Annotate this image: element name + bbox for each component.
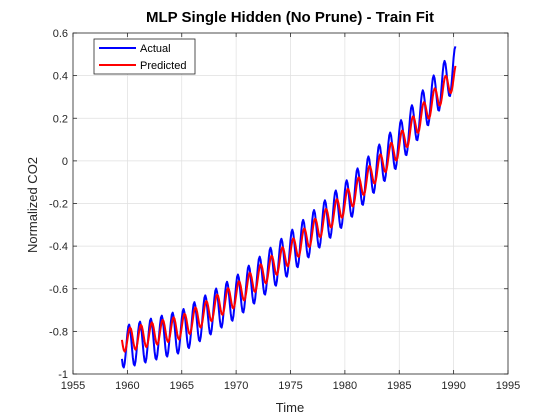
legend: Actual Predicted <box>93 38 196 75</box>
legend-box <box>93 38 196 75</box>
x-tick-label: 1985 <box>387 380 411 392</box>
x-axis-title: Time <box>276 400 304 415</box>
y-tick-label: 0.6 <box>53 28 68 40</box>
x-tick-label: 1970 <box>224 380 248 392</box>
grid-lines <box>72 32 509 375</box>
tick-marks <box>72 32 509 375</box>
series-layer <box>120 46 457 369</box>
y-tick-label: 0.4 <box>53 71 68 83</box>
legend-label-actual: Actual <box>140 43 171 55</box>
x-tick-label: 1965 <box>170 380 194 392</box>
y-tick-label: -1 <box>58 369 68 381</box>
x-tick-label: 1995 <box>496 380 520 392</box>
x-tick-label: 1955 <box>61 380 85 392</box>
tick-labels: 1955 1960 1965 1970 1975 1980 1985 1990 1995 -1 -0… <box>49 28 520 392</box>
series-line-predicted <box>120 65 457 353</box>
legend-label-predicted: Predicted <box>140 60 186 72</box>
x-tick-label: 1975 <box>278 380 302 392</box>
x-tick-label: 1980 <box>333 380 357 392</box>
y-tick-label: -0.2 <box>49 199 68 211</box>
y-tick-label: -0.8 <box>49 326 68 338</box>
x-tick-label: 1990 <box>441 380 465 392</box>
plot-area: 1955 1960 1965 1970 1975 1980 1985 1990 1995 -1 -0… <box>49 28 520 392</box>
y-tick-label: -0.4 <box>49 241 68 253</box>
y-tick-label: 0 <box>62 156 68 168</box>
y-axis-title: Normalized CO2 <box>25 157 40 253</box>
y-tick-label: 0.2 <box>53 113 68 125</box>
chart-title: MLP Single Hidden (No Prune) - Train Fit <box>146 9 434 26</box>
y-tick-label: -0.6 <box>49 284 68 296</box>
x-tick-label: 1960 <box>115 380 139 392</box>
